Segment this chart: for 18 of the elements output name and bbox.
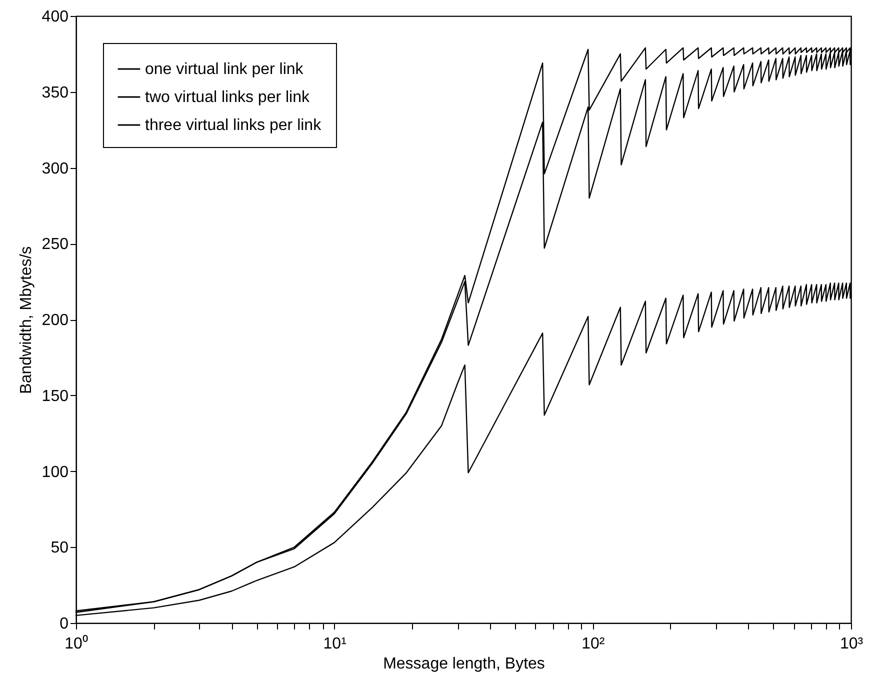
legend-label: one virtual link per link	[145, 61, 304, 78]
legend-label: two virtual links per link	[145, 89, 310, 106]
x-tick-label: 10³	[840, 636, 864, 652]
y-tick-label: 400	[42, 8, 69, 26]
y-tick-label: 250	[42, 236, 69, 254]
y-tick-label: 350	[42, 84, 69, 102]
legend-label: three virtual links per link	[145, 117, 322, 134]
x-axis-title: Message length, Bytes	[383, 656, 545, 672]
y-tick-label: 0	[60, 616, 69, 632]
y-tick-label: 300	[42, 160, 69, 178]
y-axis-title: Bandwidth, Mbytes/s	[18, 246, 35, 394]
y-tick-label: 50	[50, 540, 69, 557]
y-tick-label: 150	[42, 388, 69, 405]
y-tick-label: 200	[42, 312, 69, 329]
x-tick-label: 10²	[582, 636, 606, 652]
y-tick-label: 100	[42, 464, 69, 481]
x-tick-label: 10¹	[323, 636, 346, 652]
x-tick-label: 10⁰	[64, 634, 88, 652]
